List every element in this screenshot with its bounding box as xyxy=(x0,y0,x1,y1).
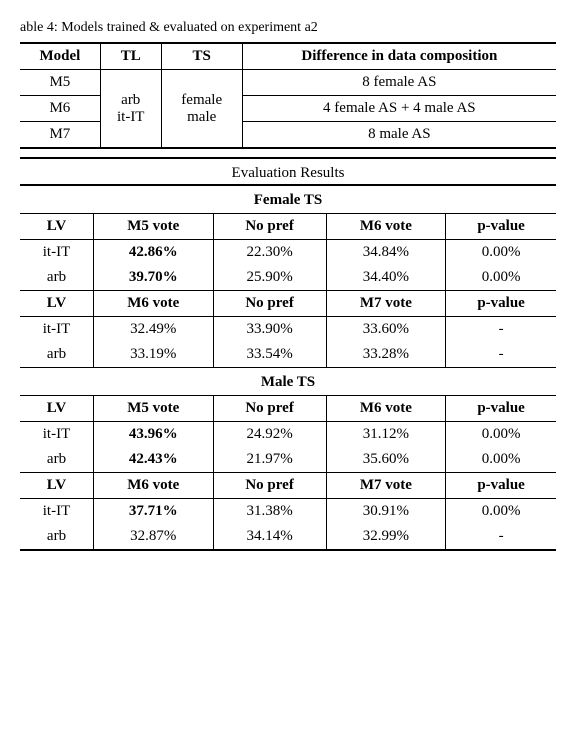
col-model: Model xyxy=(20,43,100,70)
c3-cell: 30.91% xyxy=(326,499,446,525)
tl-cell: arb it-IT xyxy=(100,70,161,149)
ts-line: male xyxy=(168,109,236,126)
c3-cell: 33.28% xyxy=(326,342,446,368)
section-title: Male TS xyxy=(20,368,556,396)
models-table: Model TL TS Difference in data compositi… xyxy=(20,42,556,149)
evaluation-table: Evaluation Results Female TS LV M5 vote … xyxy=(20,157,556,551)
col-c1: M5 vote xyxy=(94,214,214,240)
lv-cell: it-IT xyxy=(20,240,94,266)
tl-line: it-IT xyxy=(107,109,155,126)
col-lv: LV xyxy=(20,214,94,240)
c1-cell: 37.71% xyxy=(94,499,214,525)
c3-cell: 34.84% xyxy=(326,240,446,266)
c2-cell: 33.54% xyxy=(213,342,326,368)
c2-cell: 22.30% xyxy=(213,240,326,266)
col-ts: TS xyxy=(161,43,242,70)
col-lv: LV xyxy=(20,473,94,499)
lv-cell: arb xyxy=(20,342,94,368)
col-lv: LV xyxy=(20,291,94,317)
model-cell: M6 xyxy=(20,96,100,122)
c1-cell: 43.96% xyxy=(94,422,214,448)
c1-cell: 32.49% xyxy=(94,317,214,343)
col-c1: M6 vote xyxy=(94,473,214,499)
c2-cell: 31.38% xyxy=(213,499,326,525)
c2-cell: 21.97% xyxy=(213,447,326,473)
model-cell: M5 xyxy=(20,70,100,96)
col-c3: M7 vote xyxy=(326,473,446,499)
section-title: Female TS xyxy=(20,185,556,214)
col-p: p-value xyxy=(446,291,556,317)
col-diff: Difference in data composition xyxy=(242,43,556,70)
model-cell: M7 xyxy=(20,122,100,149)
lv-cell: arb xyxy=(20,265,94,291)
c3-cell: 31.12% xyxy=(326,422,446,448)
diff-cell: 8 male AS xyxy=(242,122,556,149)
p-cell: 0.00% xyxy=(446,240,556,266)
c3-cell: 35.60% xyxy=(326,447,446,473)
c1-cell: 42.86% xyxy=(94,240,214,266)
col-p: p-value xyxy=(446,473,556,499)
c1-cell: 32.87% xyxy=(94,524,214,550)
p-cell: - xyxy=(446,342,556,368)
c3-cell: 33.60% xyxy=(326,317,446,343)
c2-cell: 33.90% xyxy=(213,317,326,343)
c1-cell: 39.70% xyxy=(94,265,214,291)
c1-cell: 33.19% xyxy=(94,342,214,368)
c2-cell: 25.90% xyxy=(213,265,326,291)
lv-cell: arb xyxy=(20,524,94,550)
c2-cell: 34.14% xyxy=(213,524,326,550)
lv-cell: it-IT xyxy=(20,499,94,525)
col-lv: LV xyxy=(20,396,94,422)
lv-cell: it-IT xyxy=(20,317,94,343)
diff-cell: 4 female AS + 4 male AS xyxy=(242,96,556,122)
ts-cell: female male xyxy=(161,70,242,149)
c3-cell: 34.40% xyxy=(326,265,446,291)
evaluation-title: Evaluation Results xyxy=(20,158,556,185)
col-p: p-value xyxy=(446,396,556,422)
table-caption: able 4: Models trained & evaluated on ex… xyxy=(20,20,556,36)
ts-line: female xyxy=(168,92,236,109)
col-c3: M7 vote xyxy=(326,291,446,317)
c2-cell: 24.92% xyxy=(213,422,326,448)
c1-cell: 42.43% xyxy=(94,447,214,473)
c3-cell: 32.99% xyxy=(326,524,446,550)
col-tl: TL xyxy=(100,43,161,70)
col-c1: M5 vote xyxy=(94,396,214,422)
lv-cell: it-IT xyxy=(20,422,94,448)
p-cell: 0.00% xyxy=(446,422,556,448)
p-cell: 0.00% xyxy=(446,499,556,525)
p-cell: - xyxy=(446,317,556,343)
col-c2: No pref xyxy=(213,396,326,422)
p-cell: 0.00% xyxy=(446,265,556,291)
col-c3: M6 vote xyxy=(326,396,446,422)
p-cell: 0.00% xyxy=(446,447,556,473)
lv-cell: arb xyxy=(20,447,94,473)
col-c3: M6 vote xyxy=(326,214,446,240)
p-cell: - xyxy=(446,524,556,550)
diff-cell: 8 female AS xyxy=(242,70,556,96)
col-c2: No pref xyxy=(213,291,326,317)
col-c1: M6 vote xyxy=(94,291,214,317)
tl-line: arb xyxy=(107,92,155,109)
col-c2: No pref xyxy=(213,473,326,499)
col-c2: No pref xyxy=(213,214,326,240)
col-p: p-value xyxy=(446,214,556,240)
